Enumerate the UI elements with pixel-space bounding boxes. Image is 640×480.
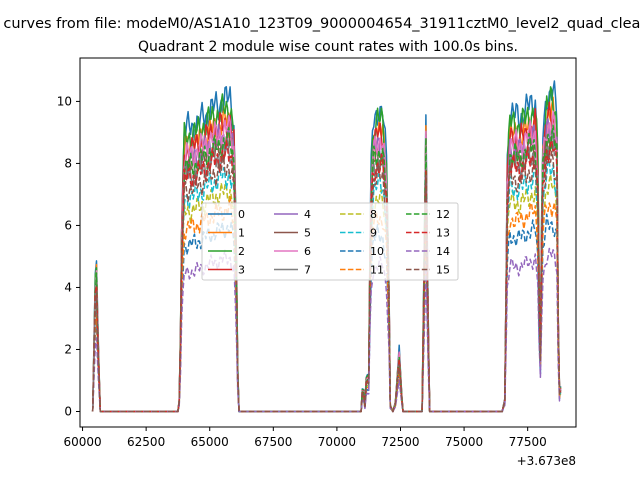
legend-label: 8 — [370, 208, 377, 221]
series-line-9 — [91, 159, 562, 413]
x-tick-label: 60000 — [63, 435, 101, 449]
x-tick-label: 77500 — [509, 435, 547, 449]
plot-frame — [79, 57, 577, 428]
legend-label: 11 — [370, 264, 384, 277]
figure-suptitle: Light curves from file: modeM0/AS1A10_12… — [0, 16, 640, 32]
y-tick-label: 0 — [64, 404, 72, 418]
y-tick-label: 4 — [64, 280, 72, 294]
y-tick-label: 8 — [64, 156, 72, 170]
legend-label: 2 — [238, 245, 245, 258]
y-tick-label: 6 — [64, 218, 72, 232]
legend-label: 6 — [304, 245, 311, 258]
y-tick-label: 10 — [57, 94, 72, 108]
legend-label: 3 — [238, 264, 245, 277]
legend-label: 4 — [304, 208, 311, 221]
legend-label: 0 — [238, 208, 245, 221]
x-tick-label: 75000 — [445, 435, 483, 449]
x-tick-label: 62500 — [127, 435, 165, 449]
x-tick-label: 72500 — [381, 435, 419, 449]
legend-label: 15 — [436, 264, 450, 277]
legend-label: 10 — [370, 245, 384, 258]
y-tick-label: 2 — [64, 342, 72, 356]
legend-label: 14 — [436, 245, 450, 258]
legend-label: 7 — [304, 264, 311, 277]
legend-label: 1 — [238, 227, 245, 240]
legend-box — [201, 202, 459, 281]
x-offset-label: +3.673e8 — [517, 454, 576, 468]
legend-label: 13 — [436, 227, 450, 240]
legend-label: 9 — [370, 227, 377, 240]
legend-label: 5 — [304, 227, 311, 240]
chart-title: Quadrant 2 module wise count rates with … — [138, 39, 518, 55]
x-tick-label: 65000 — [191, 435, 229, 449]
x-tick-label: 67500 — [254, 435, 292, 449]
legend-label: 12 — [436, 208, 450, 221]
series-line-15 — [91, 150, 562, 413]
x-tick-label: 70000 — [318, 435, 356, 449]
